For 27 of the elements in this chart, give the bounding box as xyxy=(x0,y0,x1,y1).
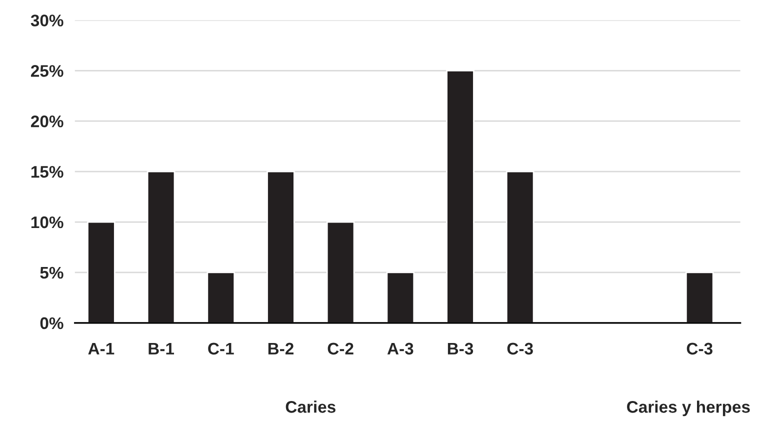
y-tick-label: 0% xyxy=(40,317,64,330)
text: Caries xyxy=(286,400,336,413)
text: Caries y herpes xyxy=(627,400,750,416)
y-tick-label: 20% xyxy=(30,116,64,128)
y-tick-label: 10% xyxy=(31,216,64,228)
bar xyxy=(206,272,236,323)
y-tick-label: 5% xyxy=(40,266,64,279)
x-tick-label: C-2 xyxy=(328,342,354,355)
y-tick-label: 25% xyxy=(30,65,64,77)
bar xyxy=(146,170,176,323)
x-tick-label: B-1 xyxy=(148,342,174,354)
x-tick-label: C-1 xyxy=(208,342,234,355)
y-tick-label: 30% xyxy=(30,14,64,26)
bar xyxy=(326,221,355,323)
bar xyxy=(685,272,714,323)
x-tick-label: C-3 xyxy=(686,342,712,355)
x-tick-label: A-3 xyxy=(387,342,414,355)
bar xyxy=(266,170,295,323)
x-tick-label: A-1 xyxy=(88,342,114,354)
x-tick-label: B-3 xyxy=(448,342,474,355)
x-tick-label: B-2 xyxy=(268,342,294,354)
bar xyxy=(386,272,415,323)
y-tick-label: 15% xyxy=(31,166,64,178)
bar xyxy=(446,70,474,323)
x-tick-label: C-3 xyxy=(507,342,533,355)
bar xyxy=(506,170,534,323)
bar xyxy=(87,221,116,323)
